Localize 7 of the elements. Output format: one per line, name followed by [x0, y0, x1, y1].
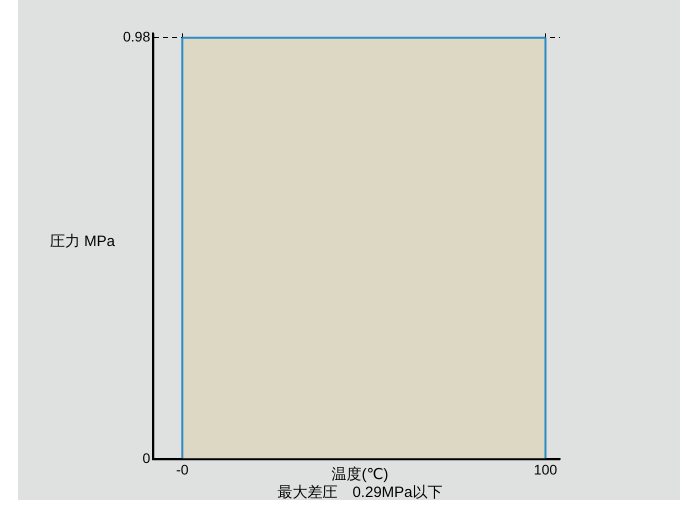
y-tick-label: 0 — [142, 450, 150, 466]
x-tick-label: -0 — [176, 461, 189, 478]
x-axis-title: 温度(℃) — [332, 466, 388, 483]
y-axis-title: 圧力 MPa — [50, 232, 116, 251]
text: 最大差圧 0.29MPa以下 — [276, 484, 444, 502]
x-tick-label: 100 — [534, 461, 558, 478]
y-tick-label: 0.98 — [123, 28, 150, 45]
